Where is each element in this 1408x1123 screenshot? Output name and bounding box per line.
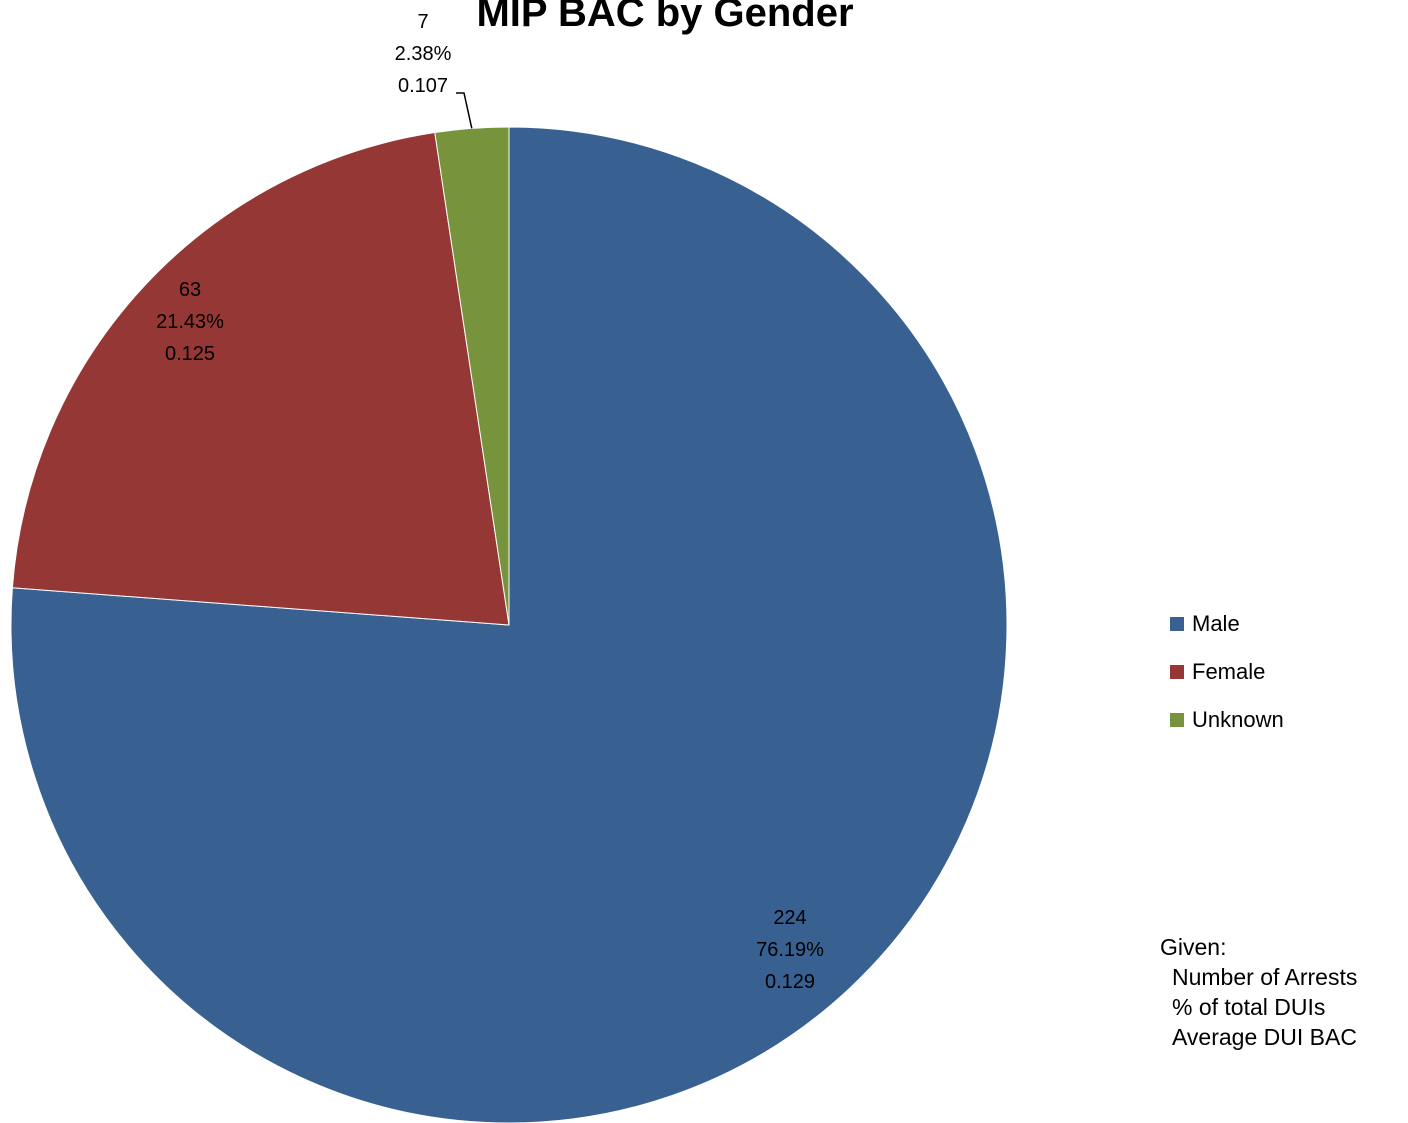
note-line: % of total DUIs <box>1172 994 1326 1020</box>
chart-title: MIP BAC by Gender <box>476 0 853 35</box>
note-line: Average DUI BAC <box>1172 1024 1357 1050</box>
data-labels: 224 76.19% 0.129 63 21.43% 0.125 7 2.38% 0.107 <box>156 11 824 993</box>
given-note: Given: Number of Arrests % of total DUIs… <box>1160 932 1357 1052</box>
legend-label: Female <box>1192 659 1266 684</box>
legend: Male Female Unknown <box>1170 611 1284 756</box>
pie-slice-unknown <box>434 126 510 626</box>
data-label-female: 0.125 <box>165 343 215 365</box>
legend-item-unknown: Unknown <box>1170 707 1284 732</box>
data-label-female: 21.43% <box>156 311 224 333</box>
legend-swatch <box>1170 665 1184 679</box>
pie-slice-female <box>11 131 510 626</box>
note-heading: Given: <box>1160 934 1227 960</box>
data-label-male: 0.129 <box>765 971 815 993</box>
data-label-female: 63 <box>179 279 201 301</box>
leader-line <box>456 92 473 129</box>
legend-item-male: Male <box>1170 611 1284 636</box>
data-label-male: 76.19% <box>756 939 824 961</box>
data-label-unknown: 7 <box>417 11 428 33</box>
legend-label: Male <box>1192 611 1240 636</box>
legend-item-female: Female <box>1170 659 1284 684</box>
data-label-unknown: 2.38% <box>395 43 452 65</box>
data-label-male: 224 <box>773 907 806 929</box>
legend-swatch <box>1170 713 1184 727</box>
pie-slice-male <box>10 126 1008 1123</box>
note-line: Number of Arrests <box>1172 964 1358 990</box>
legend-label: Unknown <box>1192 707 1284 732</box>
pie-slices <box>10 126 1008 1123</box>
data-label-unknown: 0.107 <box>398 75 448 97</box>
legend-swatch <box>1170 617 1184 631</box>
